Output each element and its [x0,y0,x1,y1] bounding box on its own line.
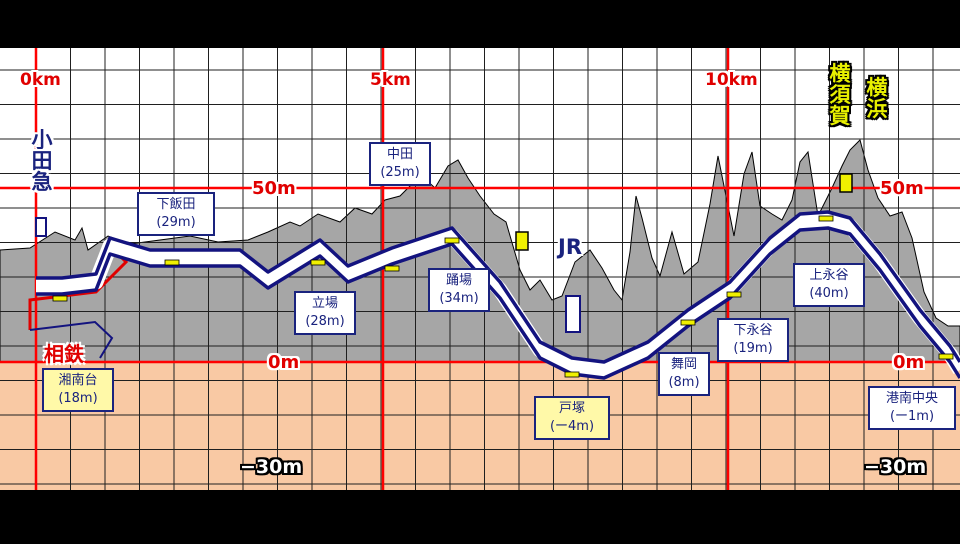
station-name: 中田 [386,147,413,162]
station-elev: (40m) [809,286,849,301]
station-label-maioka: 舞岡 (8m) [658,352,710,396]
odakyu-label: 小田急 [31,128,53,194]
station-marker [164,259,180,266]
station-label-nakada: 中田 (25m) [369,142,431,186]
station-label-kaminagaya: 上永谷 (40m) [793,263,865,307]
axis-lines [0,48,960,490]
station-name: 戸塚 [558,401,585,416]
elev-0-right: 0m [893,352,925,373]
station-elev: (34m) [439,291,479,306]
station-label-tateba: 立場 (28m) [294,291,356,335]
station-label-konanchuo: 港南中央 (ー1m) [868,386,956,430]
station-marker [444,237,460,244]
station-marker [310,259,326,266]
jr-marker [515,231,529,251]
station-label-shimoiida: 下飯田 (29m) [137,192,215,236]
yokohama-label: 横浜 [866,76,888,121]
station-marker [938,353,954,360]
tunnel-top-edge [36,210,960,364]
elev-neg30-left: −30m [240,456,303,478]
station-elev: (ー1m) [889,409,935,424]
station-name: 上永谷 [809,268,849,283]
station-elev: (18m) [58,391,98,406]
station-label-odoriba: 踊場 (34m) [428,268,490,312]
station-marker [384,265,400,272]
station-elev: (ー4m) [549,419,595,434]
elev-neg30-right: −30m [864,456,927,478]
station-name: 下永谷 [733,323,773,338]
yokosuka-label: 横須賀 [829,62,851,128]
station-label-shimonagaya: 下永谷 (19m) [717,318,789,362]
odakyu-box [35,217,47,237]
station-elev: (29m) [156,215,196,230]
station-label-shonandai: 湘南台 (18m) [42,368,114,412]
km-label-10: 10km [705,70,758,90]
sotetsu-label: 相鉄 [44,342,84,366]
underground-overlay [0,362,960,490]
station-elev: (28m) [305,314,345,329]
km-label-0: 0km [20,70,61,90]
station-name: 湘南台 [58,373,98,388]
station-elev: (8m) [668,375,700,390]
elev-50-left: 50m [252,178,296,199]
station-name: 立場 [311,296,338,311]
station-marker [680,319,696,326]
station-marker [564,371,580,378]
km-label-5: 5km [370,70,411,90]
station-elev: (19m) [733,341,773,356]
tunnel-bottom-edge [36,226,960,380]
station-elev: (25m) [380,165,420,180]
station-name: 下飯田 [156,197,196,212]
elev-0-left: 0m [268,352,300,373]
station-name: 舞岡 [670,357,697,372]
station-marker [52,295,68,302]
station-name: 踊場 [445,273,472,288]
sotetsu-connector [29,320,114,359]
tunnel-white [36,212,960,378]
station-label-totsuka: 戸塚 (ー4m) [534,396,610,440]
station-markers [52,215,954,378]
station-name: 港南中央 [885,391,938,406]
elev-50-right: 50m [880,178,924,199]
jr-label: JR [558,235,582,259]
yokohama-marker [839,173,853,193]
station-marker [818,215,834,222]
station-marker [726,291,742,298]
jr-box [565,295,581,333]
